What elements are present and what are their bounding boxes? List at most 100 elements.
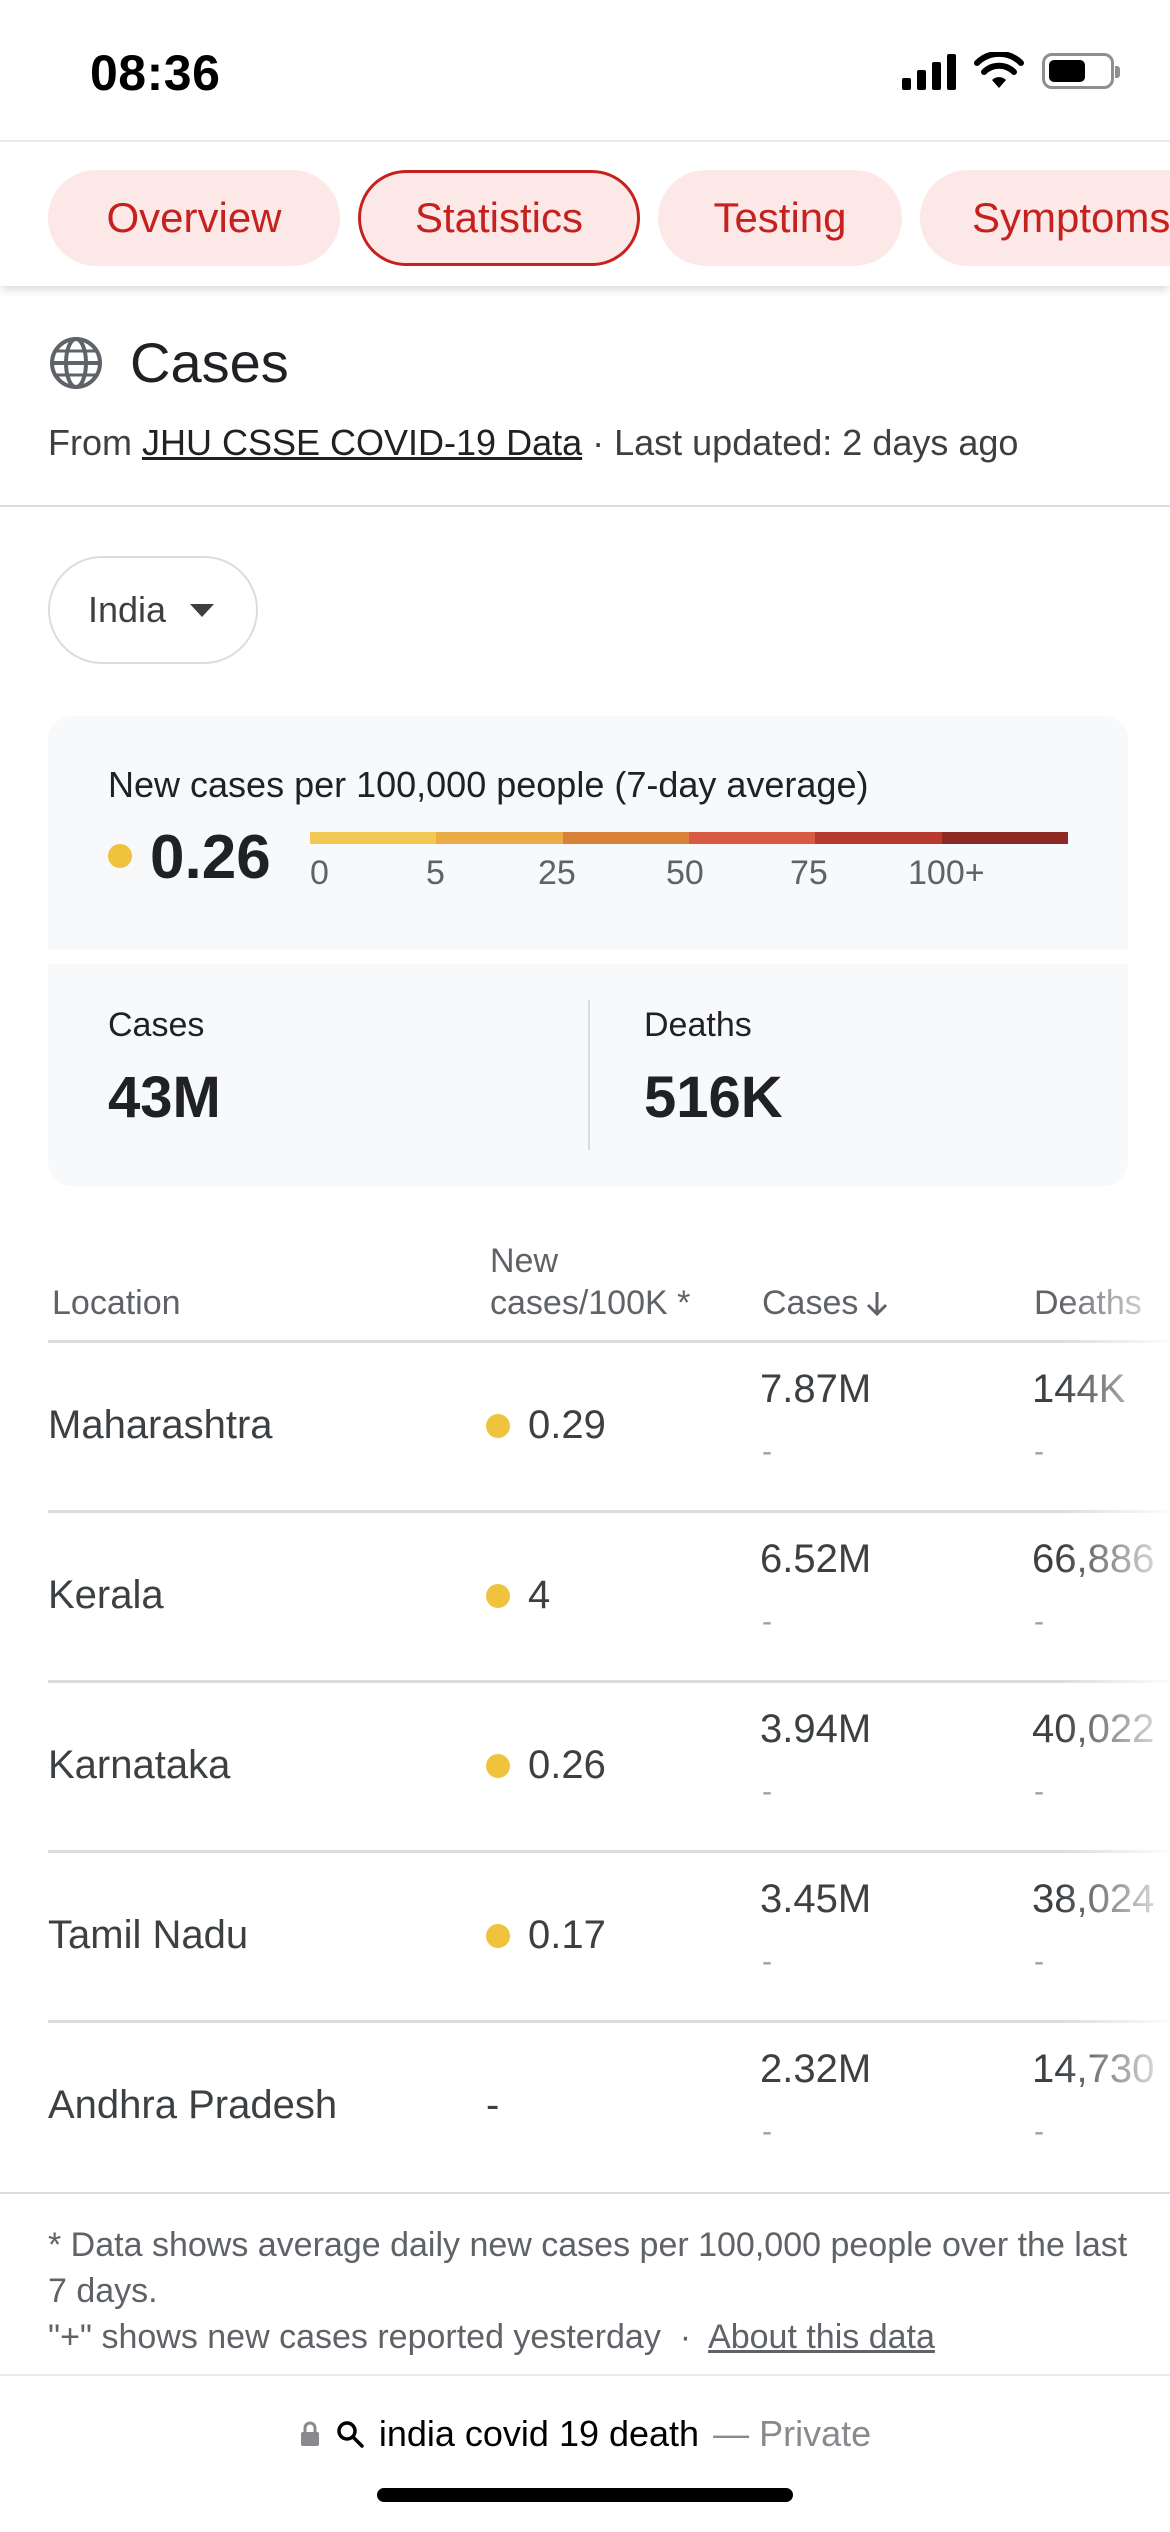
header-new-cases-line1: New [490,1242,559,1280]
table-row[interactable]: Kerala 4 6.52M - 66,886 - [48,1513,1170,1683]
row-deaths: 66,886 [1032,1537,1155,1581]
deaths-total-label: Deaths [644,1006,752,1044]
row-deaths-new: - [1034,2115,1044,2148]
header-cases[interactable]: Cases [762,1282,890,1324]
row-deaths-new: - [1034,1775,1044,1808]
row-location: Andhra Pradesh [48,2083,338,2127]
row-deaths-new: - [1034,1945,1044,1978]
deaths-total-value: 516K [644,1065,783,1130]
header-deaths[interactable]: Deaths [1034,1284,1142,1322]
table-row[interactable]: Karnataka 0.26 3.94M - 40,022 - [48,1683,1170,1853]
row-cases: 3.45M [760,1877,872,1921]
scale-segment [310,832,437,844]
row-cases-new: - [762,1435,772,1468]
scale-segment [436,832,563,844]
about-data-link[interactable]: About this data [708,2318,935,2356]
rate-dot [486,1753,510,1778]
header-new-cases[interactable]: New cases/100K * [490,1240,690,1324]
table-row[interactable]: Andhra Pradesh - 2.32M - 14,730 - [48,2023,1170,2193]
search-query: india covid 19 death [378,2413,700,2454]
row-new-cases: 4 [486,1573,550,1618]
status-icons [902,52,1120,90]
location-select-value: India [88,589,167,630]
row-new-cases-value: 0.29 [528,1403,606,1447]
divider [0,2374,1170,2376]
header-location[interactable]: Location [52,1284,181,1322]
rate-dot [486,1583,510,1608]
row-deaths: 14,730 [1032,2047,1155,2091]
row-deaths-new: - [1034,1605,1044,1638]
cases-total-value: 43M [108,1065,221,1130]
scale-tick: 5 [426,854,445,892]
totals-divider [588,1000,590,1150]
header-cases-label: Cases [762,1284,859,1322]
row-cases: 3.94M [760,1707,872,1751]
wifi-icon [974,52,1024,88]
divider [0,2192,1170,2194]
search-icon [337,2421,364,2448]
row-cases-new: - [762,1945,772,1978]
globe-icon [50,336,102,389]
status-time: 08:36 [90,45,221,101]
tabs-bar: Overview Statistics Testing Symptoms [0,140,1170,286]
header-rule [48,1340,1170,1343]
tab-symptoms[interactable]: Symptoms [920,170,1170,266]
row-new-cases-value: 0.26 [528,1743,606,1787]
rate-scale: 0 5 25 50 75 100+ [310,832,1068,904]
scale-segment [562,832,689,844]
last-updated: · Last updated: 2 days ago [582,422,1019,463]
lock-icon [300,2421,319,2446]
tab-overview[interactable]: Overview [48,170,340,266]
source-link[interactable]: JHU CSSE COVID-19 Data [142,422,583,463]
row-location: Karnataka [48,1743,231,1787]
scale-tick: 25 [538,854,576,892]
row-new-cases-value: - [486,2083,500,2127]
status-bar: 08:36 [0,0,1170,140]
scale-tick: 0 [310,854,329,892]
source-prefix: From [48,422,142,463]
table-row[interactable]: Tamil Nadu 0.17 3.45M - 38,024 - [48,1853,1170,2023]
table-row[interactable]: Maharashtra 0.29 7.87M - 144K - [48,1343,1170,1513]
row-new-cases: - [486,2083,499,2128]
scale-segment [941,832,1068,844]
row-new-cases-value: 0.17 [528,1913,606,1957]
row-deaths: 40,022 [1032,1707,1155,1751]
battery-icon [1042,53,1120,89]
scale-segment [688,832,816,844]
row-deaths-new: - [1034,1435,1044,1468]
private-label: — Private [713,2413,872,2454]
scale-segment [815,832,942,844]
scale-bar [310,832,1068,844]
tab-statistics[interactable]: Statistics [358,170,640,266]
row-location: Tamil Nadu [48,1913,249,1957]
home-indicator[interactable] [377,2488,793,2502]
location-select[interactable]: India [48,556,258,664]
row-cases: 6.52M [760,1537,872,1581]
footnote-line1: * Data shows average daily new cases per… [48,2226,1128,2310]
footnote: * Data shows average daily new cases per… [48,2222,1128,2360]
row-cases-new: - [762,2115,772,2148]
caret-down-icon [190,603,215,617]
rate-dot [486,1413,510,1438]
cases-header: Cases [48,330,289,395]
row-new-cases: 0.29 [486,1403,606,1448]
divider [0,505,1170,507]
header-new-cases-line2: cases/100K * [490,1284,691,1322]
footnote-line2: "+" shows new cases reported yesterday ·… [48,2314,1128,2360]
row-new-cases-value: 4 [528,1573,551,1617]
row-location: Maharashtra [48,1403,273,1447]
footnote-plus-note: "+" shows new cases reported yesterday · [48,2318,709,2356]
rate-dot [108,844,132,868]
tab-testing[interactable]: Testing [658,170,902,266]
scale-tick: 100+ [908,854,985,892]
address-bar[interactable]: india covid 19 death — Private [0,2396,1170,2472]
row-location: Kerala [48,1573,164,1617]
row-deaths: 144K [1032,1367,1126,1411]
scale-tick: 75 [790,854,828,892]
section-title: Cases [130,331,289,394]
arrow-down-icon [867,1292,888,1317]
cases-total-label: Cases [108,1006,205,1044]
row-cases: 2.32M [760,2047,872,2091]
scale-ticks: 0 5 25 50 75 100+ [310,854,1068,904]
